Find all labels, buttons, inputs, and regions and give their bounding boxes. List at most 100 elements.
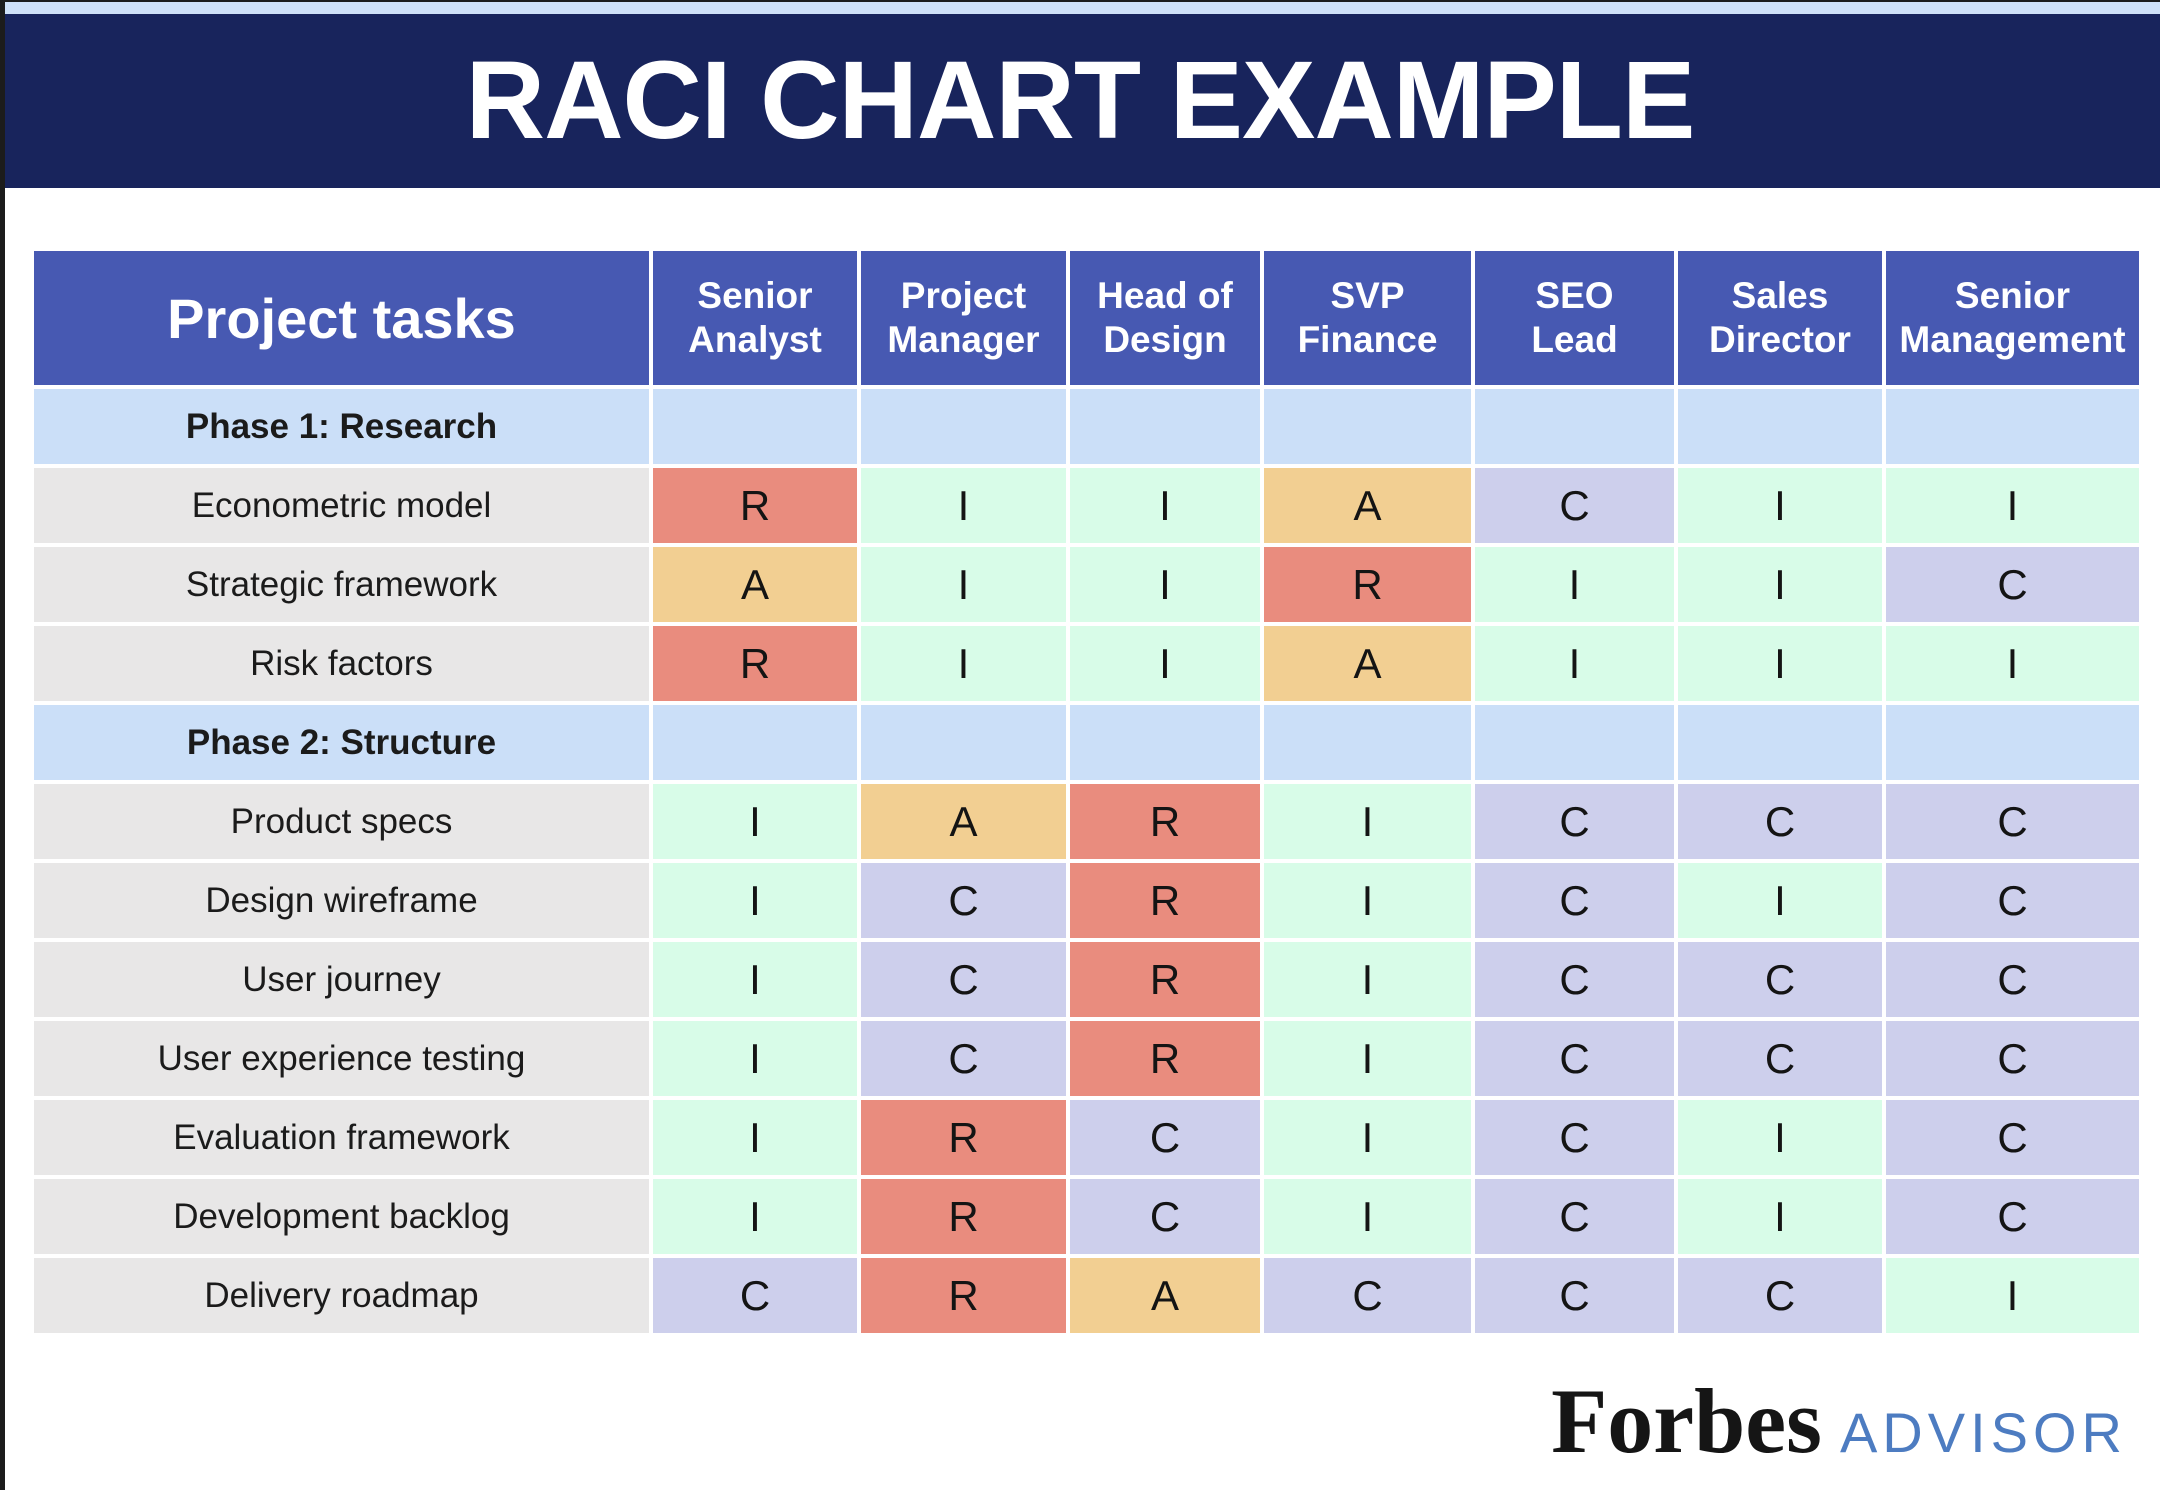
- role-header-5: SEO Lead: [1475, 251, 1674, 385]
- raci-cell-A: A: [1070, 1258, 1260, 1333]
- raci-cell-I: I: [1264, 1021, 1471, 1096]
- phase-row-cell: [1678, 705, 1882, 780]
- forbes-logo: Forbes: [1551, 1370, 1822, 1472]
- raci-cell-I: I: [653, 1100, 857, 1175]
- raci-cell-R: R: [653, 468, 857, 543]
- task-row-label: Design wireframe: [34, 863, 649, 938]
- corner-header: Project tasks: [34, 251, 649, 385]
- raci-cell-C: C: [1886, 942, 2139, 1017]
- phase-row-cell: [1678, 389, 1882, 464]
- raci-cell-I: I: [1475, 547, 1674, 622]
- raci-cell-I: I: [1264, 784, 1471, 859]
- raci-cell-C: C: [1475, 1258, 1674, 1333]
- raci-cell-I: I: [1475, 626, 1674, 701]
- raci-cell-A: A: [1264, 626, 1471, 701]
- raci-cell-I: I: [1070, 468, 1260, 543]
- title-banner: RACI CHART EXAMPLE: [0, 14, 2160, 188]
- page-title: RACI CHART EXAMPLE: [465, 39, 1696, 162]
- raci-cell-R: R: [1070, 1021, 1260, 1096]
- role-header-3: Head of Design: [1070, 251, 1260, 385]
- role-header-1: Senior Analyst: [653, 251, 857, 385]
- raci-cell-I: I: [1264, 1100, 1471, 1175]
- raci-cell-A: A: [1264, 468, 1471, 543]
- raci-cell-I: I: [861, 626, 1066, 701]
- raci-cell-I: I: [653, 1179, 857, 1254]
- role-header-2: Project Manager: [861, 251, 1066, 385]
- raci-cell-I: I: [1678, 1100, 1882, 1175]
- raci-cell-R: R: [861, 1100, 1066, 1175]
- phase-row-cell: [1886, 705, 2139, 780]
- raci-cell-I: I: [861, 547, 1066, 622]
- raci-cell-C: C: [1070, 1179, 1260, 1254]
- raci-cell-C: C: [1475, 1179, 1674, 1254]
- raci-cell-R: R: [653, 626, 857, 701]
- raci-cell-C: C: [1886, 863, 2139, 938]
- raci-cell-I: I: [1264, 942, 1471, 1017]
- phase-row-cell: [653, 705, 857, 780]
- task-row-label: Econometric model: [34, 468, 649, 543]
- raci-table: Project tasks Senior Analyst Project Mana…: [34, 251, 2139, 1333]
- raci-cell-I: I: [1070, 547, 1260, 622]
- advisor-wordmark: ADVISOR: [1839, 1401, 2127, 1464]
- raci-cell-A: A: [861, 784, 1066, 859]
- raci-cell-I: I: [1886, 1258, 2139, 1333]
- raci-cell-C: C: [1264, 1258, 1471, 1333]
- raci-cell-C: C: [1678, 1021, 1882, 1096]
- task-row-label: Strategic framework: [34, 547, 649, 622]
- raci-cell-C: C: [1475, 784, 1674, 859]
- top-frame-edge: [0, 0, 2160, 2]
- raci-cell-I: I: [653, 942, 857, 1017]
- task-row-label: User journey: [34, 942, 649, 1017]
- raci-cell-C: C: [1475, 863, 1674, 938]
- raci-cell-I: I: [1264, 863, 1471, 938]
- raci-cell-R: R: [861, 1258, 1066, 1333]
- phase-row-cell: [861, 389, 1066, 464]
- task-row-label: Delivery roadmap: [34, 1258, 649, 1333]
- raci-cell-R: R: [861, 1179, 1066, 1254]
- raci-cell-R: R: [1264, 547, 1471, 622]
- task-row-label: User experience testing: [34, 1021, 649, 1096]
- role-header-7: Senior Management: [1886, 251, 2139, 385]
- raci-cell-C: C: [1678, 784, 1882, 859]
- phase-row-cell: [1264, 705, 1471, 780]
- raci-cell-R: R: [1070, 784, 1260, 859]
- raci-cell-A: A: [653, 547, 857, 622]
- raci-cell-I: I: [1678, 863, 1882, 938]
- phase-row-label: Phase 2: Structure: [34, 705, 649, 780]
- raci-cell-I: I: [1886, 626, 2139, 701]
- task-row-label: Evaluation framework: [34, 1100, 649, 1175]
- raci-cell-C: C: [1886, 1179, 2139, 1254]
- raci-cell-I: I: [653, 1021, 857, 1096]
- phase-row-cell: [1070, 705, 1260, 780]
- task-row-label: Development backlog: [34, 1179, 649, 1254]
- phase-row-cell: [1264, 389, 1471, 464]
- raci-cell-C: C: [1475, 1021, 1674, 1096]
- raci-cell-I: I: [653, 863, 857, 938]
- brand-footer: Forbes ADVISOR: [1551, 1368, 2127, 1474]
- raci-cell-I: I: [1678, 547, 1882, 622]
- raci-cell-I: I: [1886, 468, 2139, 543]
- raci-cell-C: C: [1678, 1258, 1882, 1333]
- raci-cell-I: I: [653, 784, 857, 859]
- raci-cell-C: C: [1475, 468, 1674, 543]
- raci-cell-R: R: [1070, 942, 1260, 1017]
- raci-cell-I: I: [861, 468, 1066, 543]
- raci-cell-R: R: [1070, 863, 1260, 938]
- phase-row-cell: [861, 705, 1066, 780]
- raci-cell-C: C: [1886, 784, 2139, 859]
- raci-cell-I: I: [1678, 626, 1882, 701]
- raci-cell-C: C: [1475, 1100, 1674, 1175]
- raci-cell-C: C: [1070, 1100, 1260, 1175]
- raci-cell-C: C: [1475, 942, 1674, 1017]
- phase-row-cell: [653, 389, 857, 464]
- raci-cell-I: I: [1070, 626, 1260, 701]
- raci-cell-C: C: [861, 1021, 1066, 1096]
- raci-cell-I: I: [1264, 1179, 1471, 1254]
- raci-cell-C: C: [1886, 1100, 2139, 1175]
- raci-cell-C: C: [861, 942, 1066, 1017]
- phase-row-cell: [1475, 389, 1674, 464]
- role-header-6: Sales Director: [1678, 251, 1882, 385]
- phase-row-label: Phase 1: Research: [34, 389, 649, 464]
- raci-cell-C: C: [1678, 942, 1882, 1017]
- phase-row-cell: [1475, 705, 1674, 780]
